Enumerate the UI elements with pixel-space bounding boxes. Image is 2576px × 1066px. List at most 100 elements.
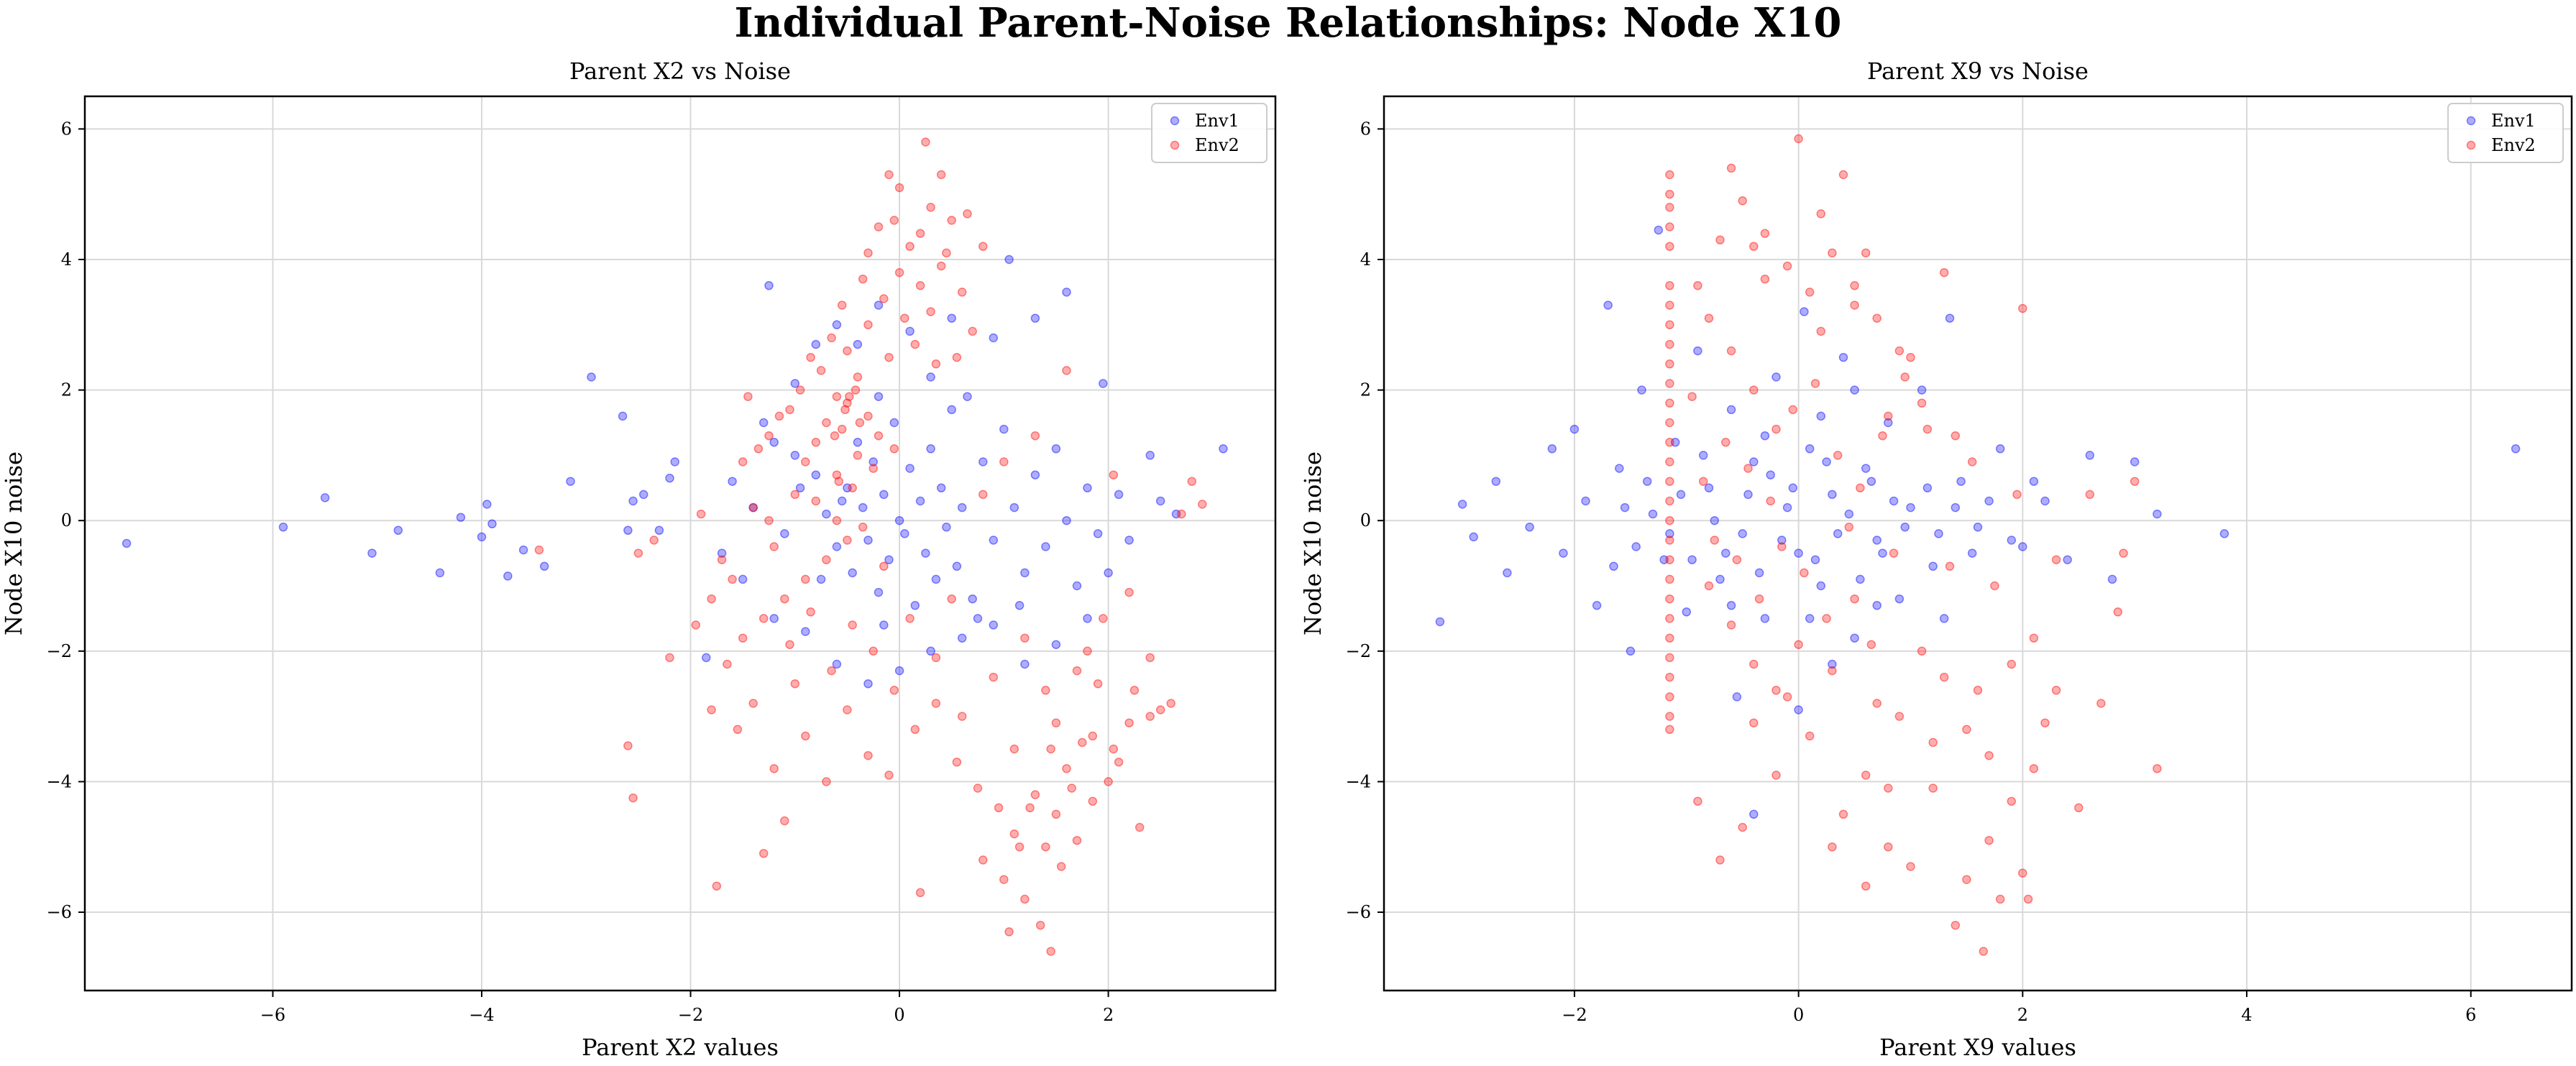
data-point-env2 [1962, 725, 1971, 735]
data-point-env1 [1004, 254, 1014, 265]
data-point-env2 [843, 536, 852, 545]
data-point-env1 [989, 333, 999, 343]
data-point-env2 [1704, 581, 1714, 591]
data-point-env1 [1872, 536, 1881, 545]
data-point-env1 [1615, 464, 1624, 473]
data-point-env2 [915, 888, 925, 898]
data-point-env1 [1083, 483, 1092, 493]
data-point-env2 [1782, 692, 1792, 702]
data-point-env1 [1592, 601, 1602, 610]
data-point-env2 [822, 777, 831, 786]
data-point-env1 [832, 320, 842, 330]
data-point-env1 [1810, 555, 1820, 564]
data-point-env1 [1900, 523, 1910, 532]
y-tick-label: −6 [1346, 902, 1371, 922]
data-point-env1 [1014, 601, 1025, 610]
data-point-env2 [1020, 894, 1030, 904]
data-point-env1 [1704, 483, 1714, 493]
data-point-env1 [1030, 313, 1040, 323]
data-point-env1 [728, 477, 737, 486]
data-point-env2 [1665, 189, 1674, 199]
data-point-env1 [1743, 490, 1753, 500]
data-point-env2 [1917, 398, 1927, 408]
data-point-env2 [1995, 894, 2005, 904]
data-point-env2 [2051, 686, 2061, 695]
data-point-env2 [1906, 352, 1915, 362]
data-point-env2 [1749, 385, 1759, 395]
data-point-env2 [1665, 692, 1674, 702]
data-point-env2 [1665, 339, 1674, 349]
data-point-env2 [738, 457, 748, 467]
data-point-env1 [874, 392, 884, 401]
data-point-env1 [1659, 555, 1669, 564]
data-point-env2 [1760, 274, 1770, 284]
data-point-env1 [905, 326, 915, 336]
data-point-env1 [811, 339, 821, 349]
data-point-env1 [1945, 313, 1955, 323]
data-point-env1 [1800, 307, 1809, 316]
legend-label-env2: Env2 [2491, 135, 2536, 155]
data-point-env2 [1009, 829, 1019, 839]
legend-marker-env1 [2466, 116, 2476, 126]
data-point-env1 [858, 502, 868, 513]
data-point-env2 [1738, 822, 1747, 832]
data-point-env1 [832, 542, 842, 551]
data-point-env2 [1155, 705, 1165, 715]
data-point-env1 [968, 594, 977, 604]
x-axis-label: Parent X9 values [1879, 1034, 2076, 1061]
data-point-env2 [910, 339, 920, 349]
data-point-env1 [518, 545, 528, 555]
data-point-env1 [1710, 515, 1720, 525]
data-point-env1 [905, 464, 915, 473]
data-point-env1 [2007, 536, 2017, 545]
data-point-env2 [1777, 542, 1787, 551]
data-point-env2 [1973, 686, 1983, 695]
data-point-env2 [1917, 646, 1927, 656]
data-point-env2 [1771, 424, 1781, 434]
data-point-env2 [1771, 686, 1781, 695]
data-point-env2 [879, 294, 889, 303]
data-point-env2 [712, 881, 722, 891]
data-point-env2 [1749, 718, 1759, 727]
data-point-env2 [1665, 418, 1674, 428]
data-point-env1 [801, 627, 810, 636]
data-point-env2 [758, 614, 769, 623]
data-point-env1 [1884, 418, 1893, 428]
data-point-env1 [670, 457, 679, 467]
data-point-env2 [1665, 614, 1674, 623]
data-point-env1 [1721, 548, 1731, 558]
data-point-env1 [1906, 502, 1915, 513]
data-point-env1 [1749, 809, 1759, 819]
data-point-env1 [973, 614, 983, 623]
data-point-env2 [1093, 679, 1103, 689]
data-point-env2 [764, 515, 774, 525]
data-point-env2 [1665, 712, 1674, 721]
data-point-env2 [851, 385, 861, 395]
data-point-env2 [774, 411, 784, 421]
data-point-env2 [1698, 477, 1708, 486]
data-point-env1 [623, 525, 633, 536]
data-point-env2 [1665, 536, 1674, 545]
data-point-env2 [884, 170, 894, 180]
data-point-env1 [889, 418, 899, 428]
data-point-env1 [884, 555, 894, 564]
data-point-env1 [926, 444, 935, 454]
x-tick-label: 0 [894, 1005, 904, 1025]
data-point-env2 [1187, 477, 1197, 486]
data-point-env2 [1894, 712, 1905, 721]
data-point-env1 [963, 392, 972, 401]
data-point-env1 [1104, 568, 1113, 578]
data-point-env2 [2023, 894, 2033, 904]
data-point-env1 [487, 519, 497, 529]
subplot-title: Parent X9 vs Noise [1867, 58, 2089, 85]
data-point-env2 [795, 385, 805, 395]
data-point-env1 [2153, 509, 2162, 519]
data-point-env2 [1894, 346, 1905, 356]
data-point-env2 [858, 523, 868, 532]
data-point-env2 [1861, 881, 1871, 891]
data-point-env1 [1771, 372, 1781, 382]
data-point-env1 [1114, 490, 1124, 500]
figure-title: Individual Parent-Noise Relationships: N… [734, 0, 1842, 47]
data-point-env2 [863, 411, 873, 421]
data-point-env2 [868, 464, 878, 473]
